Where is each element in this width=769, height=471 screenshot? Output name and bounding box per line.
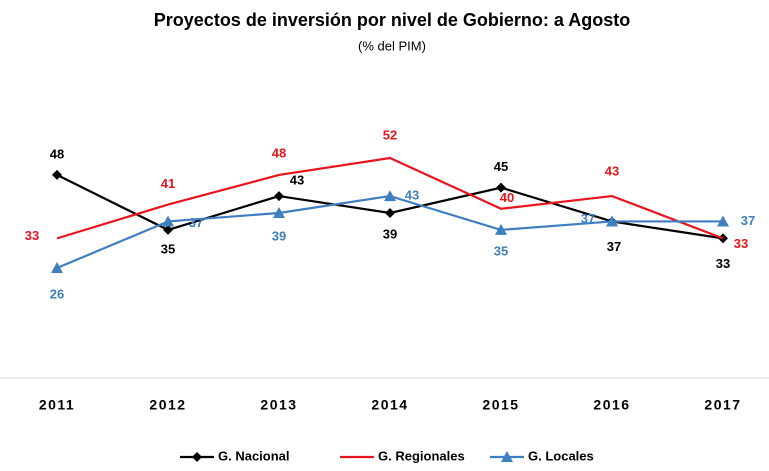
x-tick-label: 2017 [704, 397, 741, 413]
series-line [56, 156, 724, 240]
legend-label: G. Locales [528, 448, 594, 463]
data-label: 33 [25, 228, 39, 243]
marker [606, 215, 618, 227]
marker [273, 207, 285, 218]
data-label: 41 [161, 176, 175, 191]
marker [274, 191, 284, 202]
marker [385, 208, 395, 218]
data-label: 43 [605, 164, 619, 179]
data-label: 37 [607, 239, 621, 254]
data-label: 26 [50, 286, 64, 301]
x-tick-label: 2014 [371, 397, 408, 413]
data-label: 33 [716, 256, 730, 271]
data-label: 37 [741, 213, 755, 228]
marker [496, 182, 506, 193]
chart-subtitle: (% del PIM) [358, 38, 426, 53]
x-tick-label: 2013 [260, 397, 297, 413]
x-tick-label: 2015 [482, 397, 519, 413]
marker [52, 169, 62, 180]
data-label: 43 [290, 173, 304, 188]
x-tick-label: 2012 [149, 397, 186, 413]
data-label: 37 [189, 215, 203, 230]
marker [384, 190, 396, 202]
data-label: 40 [500, 190, 514, 205]
data-label: 35 [494, 243, 508, 258]
x-tick-label: 2011 [39, 397, 75, 413]
data-label: 52 [383, 127, 397, 142]
data-label: 35 [161, 241, 175, 256]
legend-label: G. Regionales [378, 448, 465, 463]
data-label: 43 [405, 188, 419, 203]
legend-marker [192, 452, 202, 462]
legend-label: G. Nacional [218, 448, 290, 463]
data-label: 37 [581, 211, 595, 226]
data-label: 48 [50, 146, 64, 161]
data-label: 33 [734, 236, 748, 251]
marker [163, 224, 173, 235]
data-label: 45 [494, 159, 508, 174]
marker [162, 215, 174, 227]
marker [495, 223, 507, 235]
chart-title: Proyectos de inversión por nivel de Gobi… [154, 10, 630, 30]
data-label: 39 [383, 226, 397, 241]
data-label: 48 [272, 145, 286, 160]
legend-marker [501, 451, 513, 462]
marker [717, 215, 729, 227]
data-label: 39 [272, 228, 286, 243]
marker [51, 262, 63, 273]
x-tick-label: 2016 [593, 397, 630, 413]
